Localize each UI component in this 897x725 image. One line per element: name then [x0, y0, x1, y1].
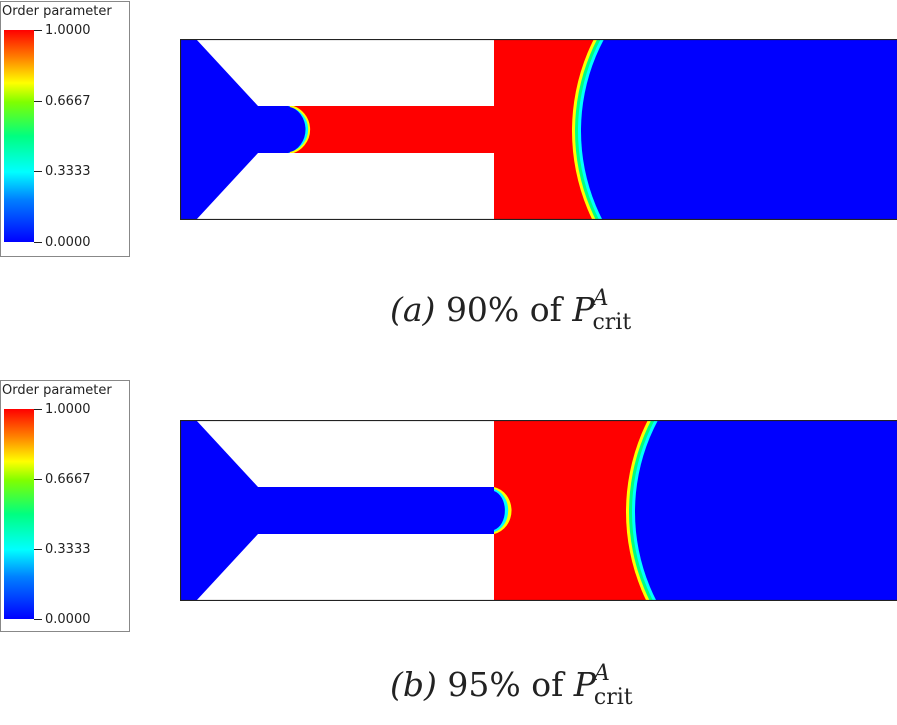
colorbar-tick — [34, 242, 42, 243]
meniscus-blue — [494, 491, 505, 530]
panel-a: Order parameter 1.0000 0.6667 0.3333 0.0… — [0, 0, 897, 362]
chamber-blue-fill — [830, 420, 897, 601]
caption-text: 95% of — [447, 665, 564, 704]
colorbar-tick-label: 1.0000 — [45, 402, 91, 417]
colorbar-tick — [34, 101, 42, 102]
caption-superscript: A — [594, 661, 610, 686]
channel-front-yellow — [289, 106, 311, 153]
colorbar-tick-label: 0.0000 — [45, 612, 91, 627]
inlet-blue-region — [180, 420, 258, 601]
inlet-blue-region — [180, 39, 258, 220]
colorbar-tick-label: 0.6667 — [45, 94, 91, 109]
simulation-field — [180, 420, 897, 601]
chamber — [494, 39, 897, 220]
colorbar-gradient — [4, 409, 34, 619]
channel — [258, 106, 494, 153]
panel-b: Order parameter 1.0000 0.6667 0.3333 0.0… — [0, 380, 897, 725]
colorbar-tick — [34, 619, 42, 620]
caption-subscript: crit — [593, 685, 633, 710]
caption-label: (b) — [390, 665, 437, 704]
colorbar-tick-label: 0.3333 — [45, 164, 91, 179]
caption-subscript: crit — [592, 310, 632, 335]
caption: (a) 90% of PAcrit — [390, 286, 649, 335]
colorbar: Order parameter 1.0000 0.6667 0.3333 0.0… — [0, 1, 130, 257]
channel-blue-region — [258, 487, 494, 534]
colorbar-tick — [34, 479, 42, 480]
chamber — [494, 420, 897, 601]
caption-text: 90% of — [445, 290, 562, 329]
caption-superscript: A — [592, 286, 609, 311]
channel-front-blue — [258, 106, 306, 153]
domain-outline — [180, 420, 897, 601]
chamber-blue-fill — [776, 39, 897, 220]
colorbar-tick — [34, 171, 42, 172]
channel — [258, 487, 494, 534]
caption: (b) 95% of PAcrit — [390, 661, 651, 710]
colorbar-tick — [34, 409, 42, 410]
caption-symbol: P — [572, 290, 595, 329]
simulation-field — [180, 39, 897, 220]
caption-label: (a) — [390, 290, 436, 329]
colorbar: Order parameter 1.0000 0.6667 0.3333 0.0… — [0, 380, 130, 632]
colorbar-tick-label: 1.0000 — [45, 23, 91, 38]
colorbar-tick-label: 0.0000 — [45, 235, 91, 250]
domain-outline — [180, 39, 897, 220]
colorbar-tick-label: 0.6667 — [45, 472, 91, 487]
colorbar-title: Order parameter — [2, 383, 112, 398]
colorbar-gradient — [4, 30, 34, 242]
colorbar-tick-label: 0.3333 — [45, 542, 91, 557]
caption-symbol: P — [573, 665, 597, 704]
colorbar-tick — [34, 549, 42, 550]
colorbar-tick — [34, 30, 42, 31]
colorbar-title: Order parameter — [2, 4, 112, 19]
